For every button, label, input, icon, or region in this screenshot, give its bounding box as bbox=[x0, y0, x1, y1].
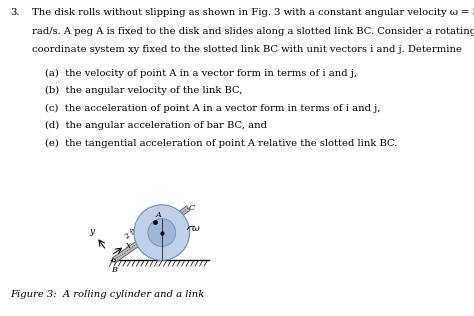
Text: (e)  the tangential acceleration of point A relative the slotted link BC.: (e) the tangential acceleration of point… bbox=[45, 138, 397, 148]
Text: 0.5 ft: 0.5 ft bbox=[151, 218, 171, 226]
Text: (b)  the angular velocity of the link BC,: (b) the angular velocity of the link BC, bbox=[45, 86, 243, 95]
Text: x: x bbox=[126, 241, 131, 250]
Polygon shape bbox=[112, 206, 190, 263]
Text: coordinate system xy fixed to the slotted link BC with unit vectors i and j. Det: coordinate system xy fixed to the slotte… bbox=[32, 45, 462, 54]
Text: Figure 3:  A rolling cylinder and a link: Figure 3: A rolling cylinder and a link bbox=[10, 290, 205, 299]
Text: 0.7 ft: 0.7 ft bbox=[151, 238, 171, 246]
Text: C: C bbox=[189, 204, 195, 212]
Text: (d)  the angular acceleration of bar BC, and: (d) the angular acceleration of bar BC, … bbox=[45, 121, 267, 130]
Text: 3.: 3. bbox=[10, 8, 20, 17]
Text: B: B bbox=[111, 266, 117, 274]
Circle shape bbox=[148, 219, 176, 246]
Text: 2 ft: 2 ft bbox=[123, 227, 138, 241]
Text: (a)  the velocity of point A in a vector form in terms of i and j,: (a) the velocity of point A in a vector … bbox=[45, 69, 357, 78]
Circle shape bbox=[134, 205, 190, 260]
Text: ω: ω bbox=[192, 224, 200, 233]
Text: (c)  the acceleration of point A in a vector form in terms of i and j,: (c) the acceleration of point A in a vec… bbox=[45, 104, 381, 113]
Text: y: y bbox=[89, 227, 94, 235]
Text: rad/s. A peg A is fixed to the disk and slides along a slotted link BC. Consider: rad/s. A peg A is fixed to the disk and … bbox=[32, 27, 474, 35]
Text: A: A bbox=[156, 211, 162, 219]
Text: The disk rolls without slipping as shown in Fig. 3 with a constant angular veloc: The disk rolls without slipping as shown… bbox=[32, 8, 474, 17]
Circle shape bbox=[112, 259, 115, 262]
